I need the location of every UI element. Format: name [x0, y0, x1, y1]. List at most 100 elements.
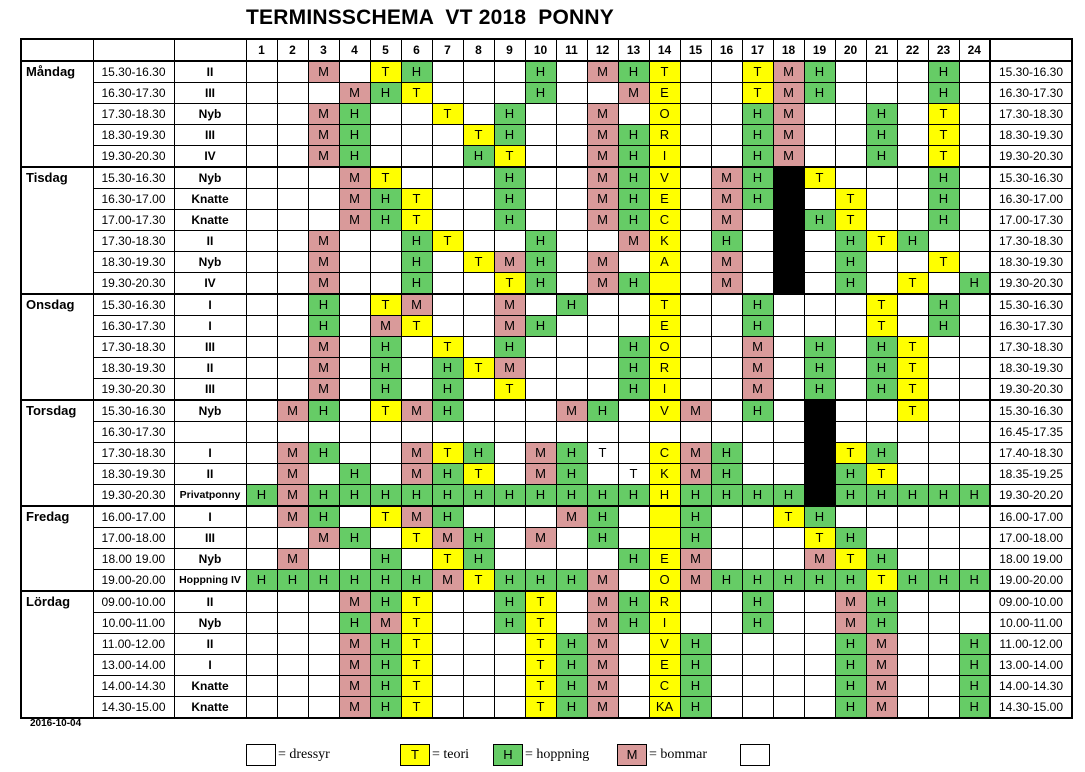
lesson-group: III	[173, 527, 247, 549]
week-cell: M	[772, 103, 805, 125]
week-cell	[741, 272, 774, 295]
lesson-group: Nyb	[173, 251, 247, 273]
week-cell	[493, 527, 526, 549]
week-cell	[524, 188, 557, 210]
lesson-group: Knatte	[173, 696, 247, 719]
week-cell	[245, 505, 278, 528]
week-cell: M	[400, 505, 433, 528]
week-cell	[555, 82, 588, 104]
week-cell: M	[493, 293, 526, 316]
week-cell	[245, 675, 278, 697]
week-cell	[803, 124, 836, 146]
week-cell	[524, 103, 557, 125]
day-name	[20, 145, 94, 167]
week-cell	[307, 82, 340, 104]
week-cell: H	[307, 569, 340, 592]
week-cell: H	[493, 336, 526, 358]
week-cell: T	[865, 230, 898, 252]
week-cell	[338, 442, 371, 464]
week-cell	[524, 357, 557, 379]
day-name: Lördag	[20, 590, 94, 613]
day-name	[20, 421, 94, 443]
week-cell	[865, 421, 898, 443]
week-cell: M	[741, 378, 774, 401]
schedule-row: 17.30-18.30 Nyb M H T H M O H M H T 17.30-18.30	[20, 103, 1073, 125]
week-cell: H	[741, 124, 774, 146]
week-cell	[307, 463, 340, 485]
week-cell: H	[369, 82, 402, 104]
week-cell: H	[617, 612, 650, 634]
week-header-row: 1 2 3 4 5 6 7 8 9 10 11 12 13 14 15 16 17 18 19 20 21 22 23 24	[20, 38, 1073, 62]
lesson-group: Nyb	[173, 166, 247, 189]
week-cell	[927, 696, 960, 719]
week-cell: H	[896, 230, 929, 252]
week-cell	[772, 463, 805, 485]
week-cell	[679, 378, 712, 401]
week-cell: H	[772, 484, 805, 507]
week-cell: M	[586, 145, 619, 168]
week-cell	[865, 527, 898, 549]
week-cell	[617, 421, 650, 443]
week-cell: H	[958, 569, 991, 592]
week-cell: T	[865, 293, 898, 316]
week-cell	[679, 315, 712, 337]
week-cell	[276, 357, 309, 379]
week-cell: T	[369, 399, 402, 422]
day-name	[20, 569, 94, 591]
week-cell: M	[586, 188, 619, 210]
week-cell	[338, 60, 371, 83]
week-cell	[369, 272, 402, 295]
week-cell: H	[679, 527, 712, 549]
week-cell	[617, 696, 650, 719]
week-cell: M	[276, 442, 309, 464]
week-cell	[400, 378, 433, 401]
week-cell: O	[648, 336, 681, 358]
week-number: 23	[927, 38, 960, 62]
week-cell	[958, 103, 991, 125]
week-cell: T	[462, 251, 495, 273]
week-cell	[834, 378, 867, 401]
week-cell	[741, 696, 774, 719]
week-cell: H	[586, 505, 619, 528]
week-cell: H	[369, 336, 402, 358]
week-cell: H	[431, 399, 464, 422]
week-cell: H	[555, 654, 588, 676]
week-cell	[865, 399, 898, 422]
week-cell: T	[400, 527, 433, 549]
week-cell: H	[679, 484, 712, 507]
week-cell: T	[431, 230, 464, 252]
lesson-group: II	[173, 590, 247, 613]
week-cell	[710, 548, 743, 570]
week-cell	[276, 675, 309, 697]
week-cell: T	[865, 569, 898, 592]
week-cell: C	[648, 442, 681, 464]
week-cell: T	[803, 166, 836, 189]
week-cell	[276, 60, 309, 83]
week-cell: H	[865, 612, 898, 634]
week-cell	[555, 272, 588, 295]
day-name	[20, 357, 94, 379]
week-cell	[741, 654, 774, 676]
week-cell	[834, 421, 867, 443]
week-cell: M	[710, 251, 743, 273]
week-cell: H	[338, 124, 371, 146]
week-cell	[586, 315, 619, 337]
week-cell	[245, 209, 278, 231]
day-name	[20, 463, 94, 485]
week-cell: H	[927, 484, 960, 507]
lesson-group: II	[173, 463, 247, 485]
week-cell	[400, 357, 433, 379]
week-cell: M	[276, 484, 309, 507]
schedule-row: 19.00-20.00 Hoppning IV H H H H H H M T H H H M O M H H H H…	[20, 569, 1073, 592]
week-cell	[276, 654, 309, 676]
week-cell: T	[400, 612, 433, 634]
week-cell: H	[369, 633, 402, 655]
week-cell	[617, 315, 650, 337]
week-cell: H	[493, 124, 526, 146]
week-cell: M	[400, 442, 433, 464]
week-cell: T	[927, 145, 960, 168]
week-cell	[245, 696, 278, 719]
week-cell: T	[896, 399, 929, 422]
week-cell	[834, 124, 867, 146]
week-cell: M	[586, 60, 619, 83]
